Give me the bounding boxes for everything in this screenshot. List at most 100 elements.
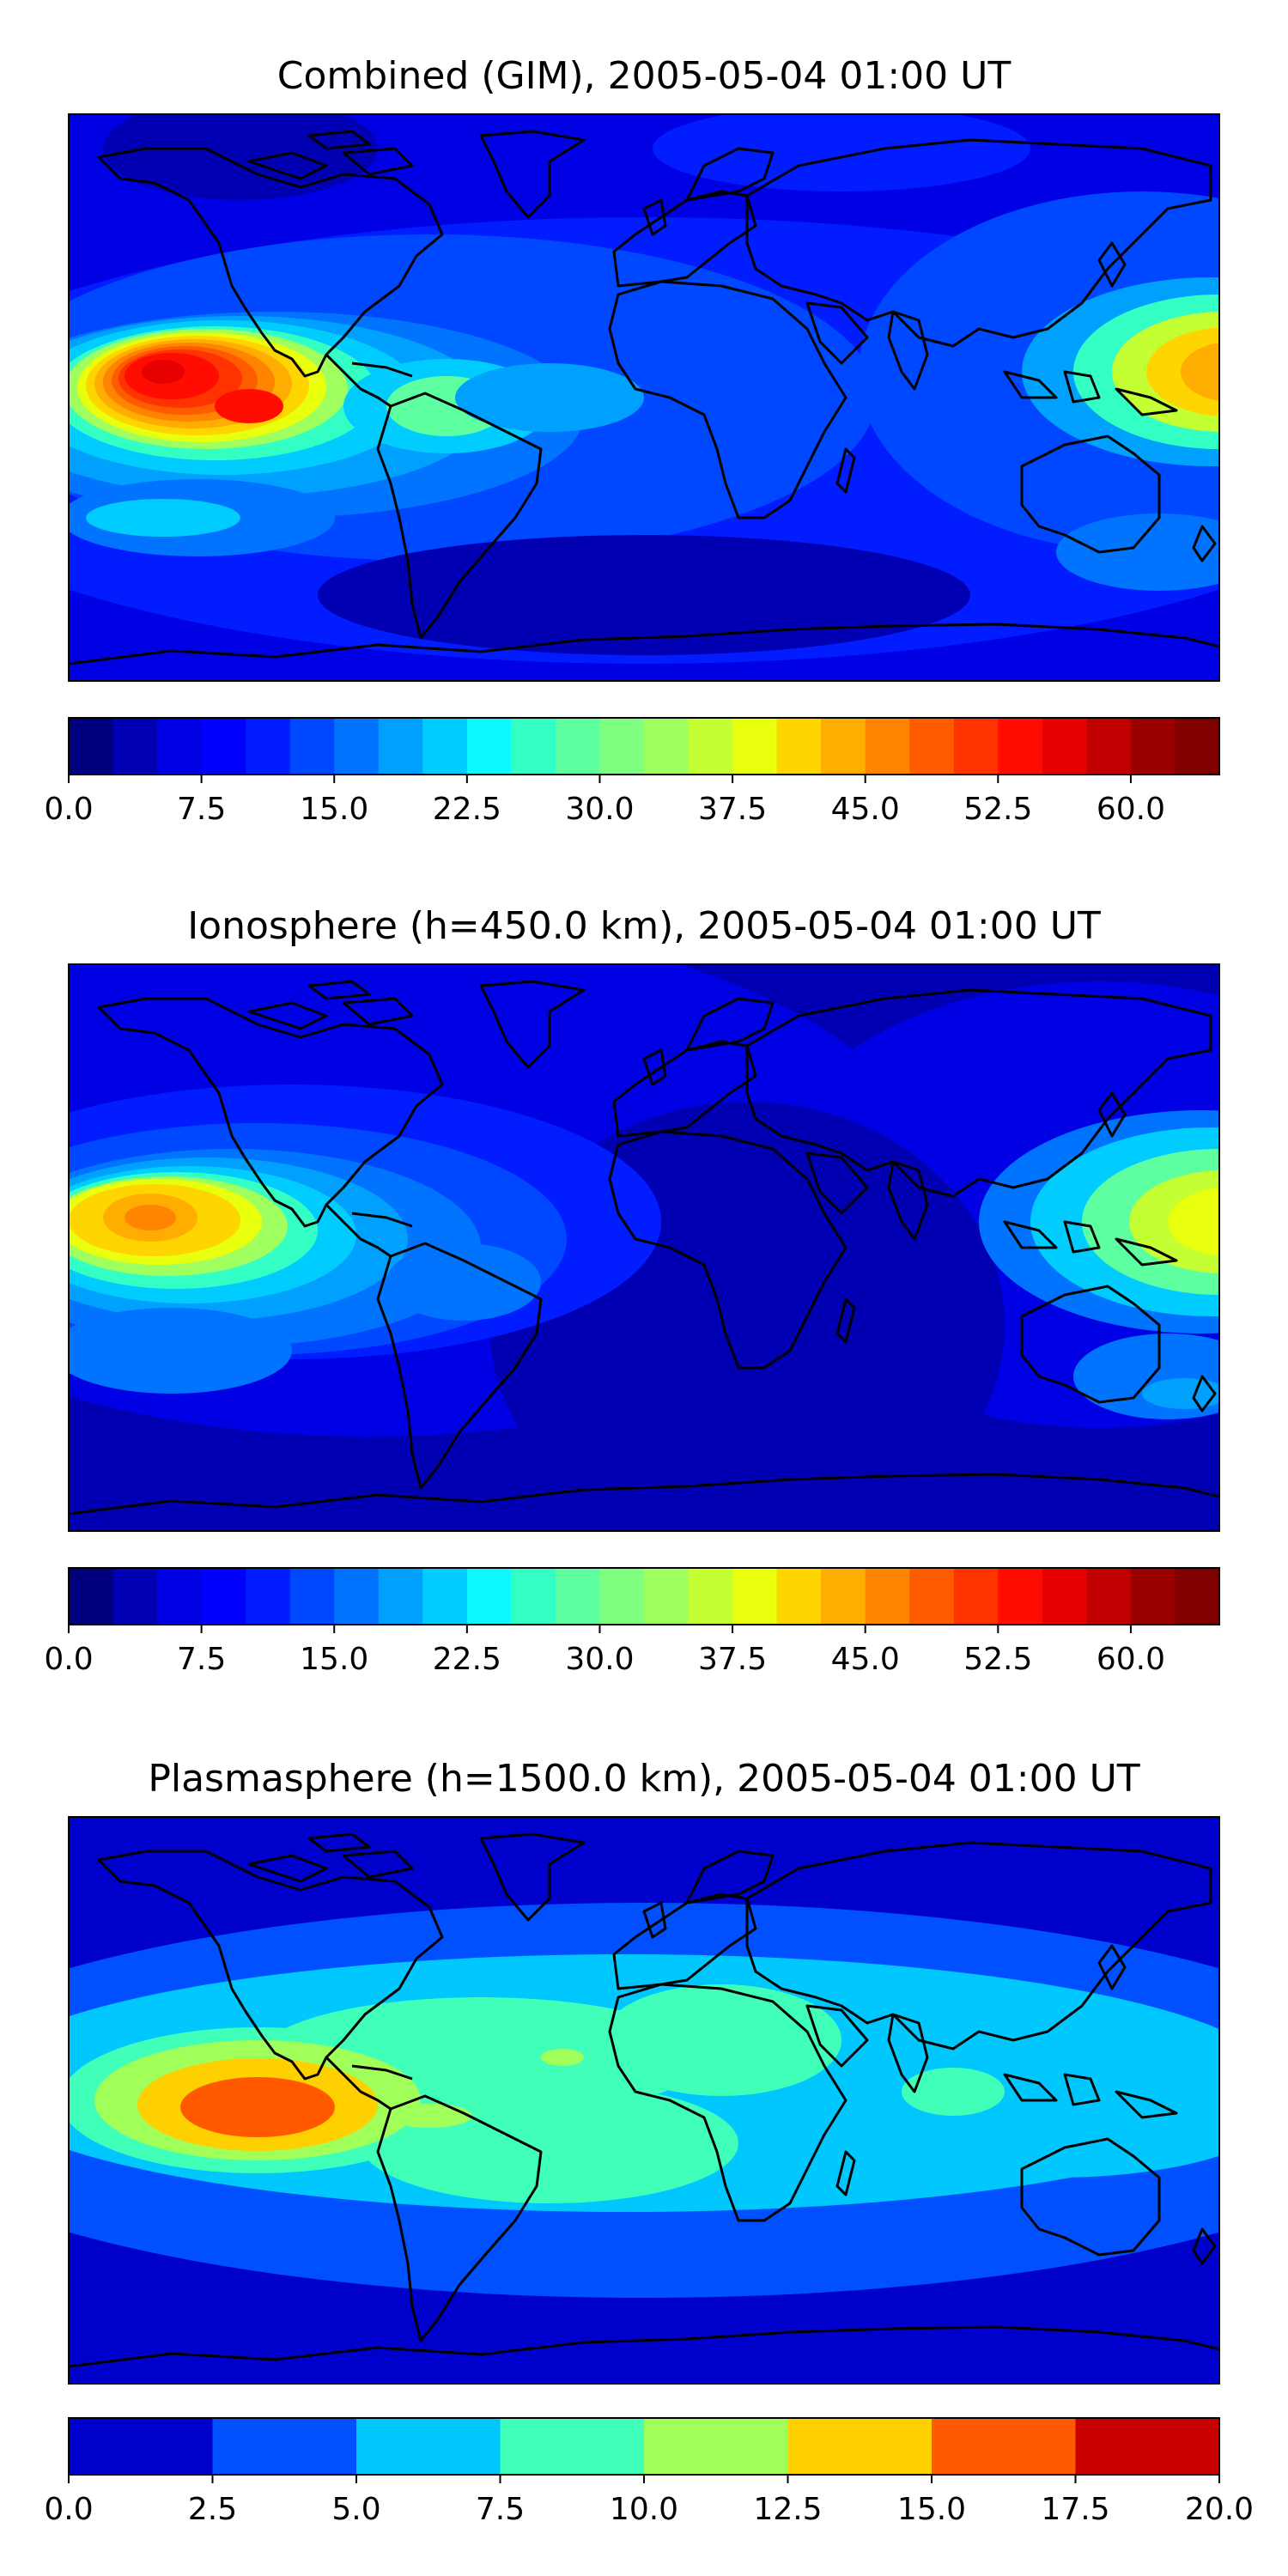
colorbar-level [201, 1568, 246, 1625]
colorbar-tick-label: 7.5 [177, 792, 226, 827]
colorbar-tick-label: 2.5 [188, 2492, 237, 2527]
colorbar-level [732, 718, 778, 775]
colorbar-tick-label: 7.5 [177, 1642, 226, 1677]
colorbar-level [998, 1568, 1043, 1625]
colorbar-tick-label: 0.0 [44, 792, 93, 827]
panel-plasmasphere: Plasmasphere (h=1500.0 km), 2005-05-04 0… [44, 1757, 1254, 2527]
colorbar-combined: 0.0 7.5 15.0 22.5 30.0 37.5 45.0 52.5 60.0 [44, 717, 1220, 827]
colorbar-level [1175, 718, 1220, 775]
colorbar-level [909, 718, 955, 775]
colorbar-level [334, 1568, 380, 1625]
colorbar-level [378, 1568, 423, 1625]
colorbar-level [1086, 1568, 1132, 1625]
colorbar-ionosphere: 0.0 7.5 15.0 22.5 30.0 37.5 45.0 52.5 60.0 [44, 1567, 1220, 1677]
colorbar-level [688, 1568, 733, 1625]
colorbar-level [246, 1568, 291, 1625]
colorbar-level [1175, 1568, 1220, 1625]
colorbar-level [466, 718, 512, 775]
colorbar-level [1042, 1568, 1087, 1625]
colorbar-level [732, 1568, 778, 1625]
colorbar-level [821, 1568, 866, 1625]
colorbar-level [998, 718, 1043, 775]
map-combined [68, 113, 1220, 682]
colorbar-level [787, 2418, 933, 2475]
colorbar-tick-label: 60.0 [1097, 1642, 1165, 1677]
colorbar-level [356, 2418, 501, 2475]
map-plasmasphere [68, 1816, 1220, 2385]
colorbar-level [422, 718, 468, 775]
colorbar-tick-label: 12.5 [753, 2492, 822, 2527]
colorbar-tick-label: 37.5 [698, 792, 767, 827]
colorbar-level [289, 1568, 335, 1625]
colorbar-level [246, 718, 291, 775]
colorbar-tick-label: 30.0 [565, 792, 634, 827]
colorbar-level [644, 718, 690, 775]
colorbar-level [1086, 718, 1132, 775]
colorbar-level [69, 2418, 214, 2475]
colorbar-level [953, 1568, 999, 1625]
colorbar-level [953, 718, 999, 775]
colorbar-tick-label: 10.0 [610, 2492, 678, 2527]
colorbar-level [644, 2418, 789, 2475]
colorbar-level [1130, 718, 1176, 775]
colorbar-level [555, 1568, 601, 1625]
colorbar-level [776, 718, 822, 775]
colorbar-level [466, 1568, 512, 1625]
colorbar-level [212, 2418, 357, 2475]
colorbar-tick-label: 52.5 [963, 1642, 1032, 1677]
panel-combined: Combined (GIM), 2005-05-04 01:00 UT [44, 54, 1220, 827]
colorbar-level [1075, 2418, 1220, 2475]
colorbar-level [909, 1568, 955, 1625]
colorbar-level [599, 718, 645, 775]
colorbar-level [688, 718, 733, 775]
colorbar-level [776, 1568, 822, 1625]
colorbar-tick-label: 37.5 [698, 1642, 767, 1677]
colorbar-tick-label: 17.5 [1041, 2492, 1109, 2527]
colorbar-level [865, 718, 910, 775]
colorbar-tick-label: 0.0 [44, 2492, 93, 2527]
colorbar-tick-label: 15.0 [897, 2492, 966, 2527]
colorbar-tick-label: 15.0 [300, 792, 368, 827]
colorbar-plasmasphere: 0.0 2.5 5.0 7.5 10.0 12.5 15.0 17.5 20.0 [44, 2417, 1254, 2527]
map-ionosphere [68, 963, 1220, 1532]
panel-title: Ionosphere (h=450.0 km), 2005-05-04 01:0… [187, 904, 1101, 948]
colorbar-tick-label: 5.0 [331, 2492, 380, 2527]
colorbar-tick-label: 22.5 [433, 1642, 501, 1677]
colorbar-level [932, 2418, 1077, 2475]
colorbar-level [1130, 1568, 1176, 1625]
colorbar-tick-label: 20.0 [1185, 2492, 1254, 2527]
colorbar-level [422, 1568, 468, 1625]
colorbar-level [157, 1568, 203, 1625]
colorbar-tick-label: 30.0 [565, 1642, 634, 1677]
colorbar-level [644, 1568, 690, 1625]
colorbar-tick-label: 15.0 [300, 1642, 368, 1677]
colorbar-tick-label: 7.5 [476, 2492, 525, 2527]
colorbar-level [500, 2418, 645, 2475]
colorbar-level [69, 1568, 114, 1625]
colorbar-level [378, 718, 423, 775]
colorbar-level [112, 1568, 158, 1625]
colorbar-tick-label: 45.0 [831, 1642, 900, 1677]
colorbar-level [555, 718, 601, 775]
colorbar-tick-label: 52.5 [963, 792, 1032, 827]
colorbar-tick-label: 0.0 [44, 1642, 93, 1677]
panel-title: Combined (GIM), 2005-05-04 01:00 UT [277, 54, 1012, 98]
colorbar-level [69, 718, 114, 775]
colorbar-level [112, 718, 158, 775]
colorbar-tick-label: 22.5 [433, 792, 501, 827]
colorbar-level [289, 718, 335, 775]
colorbar-level [1042, 718, 1087, 775]
colorbar-level [334, 718, 380, 775]
panel-ionosphere: Ionosphere (h=450.0 km), 2005-05-04 01:0… [44, 904, 1220, 1677]
colorbar-level [201, 718, 246, 775]
colorbar-tick-label: 45.0 [831, 792, 900, 827]
colorbar-level [157, 718, 203, 775]
colorbar-level [511, 1568, 556, 1625]
colorbar-tick-label: 60.0 [1097, 792, 1165, 827]
panel-title: Plasmasphere (h=1500.0 km), 2005-05-04 0… [148, 1757, 1139, 1801]
colorbar-level [865, 1568, 910, 1625]
colorbar-level [821, 718, 866, 775]
colorbar-level [511, 718, 556, 775]
colorbar-level [599, 1568, 645, 1625]
